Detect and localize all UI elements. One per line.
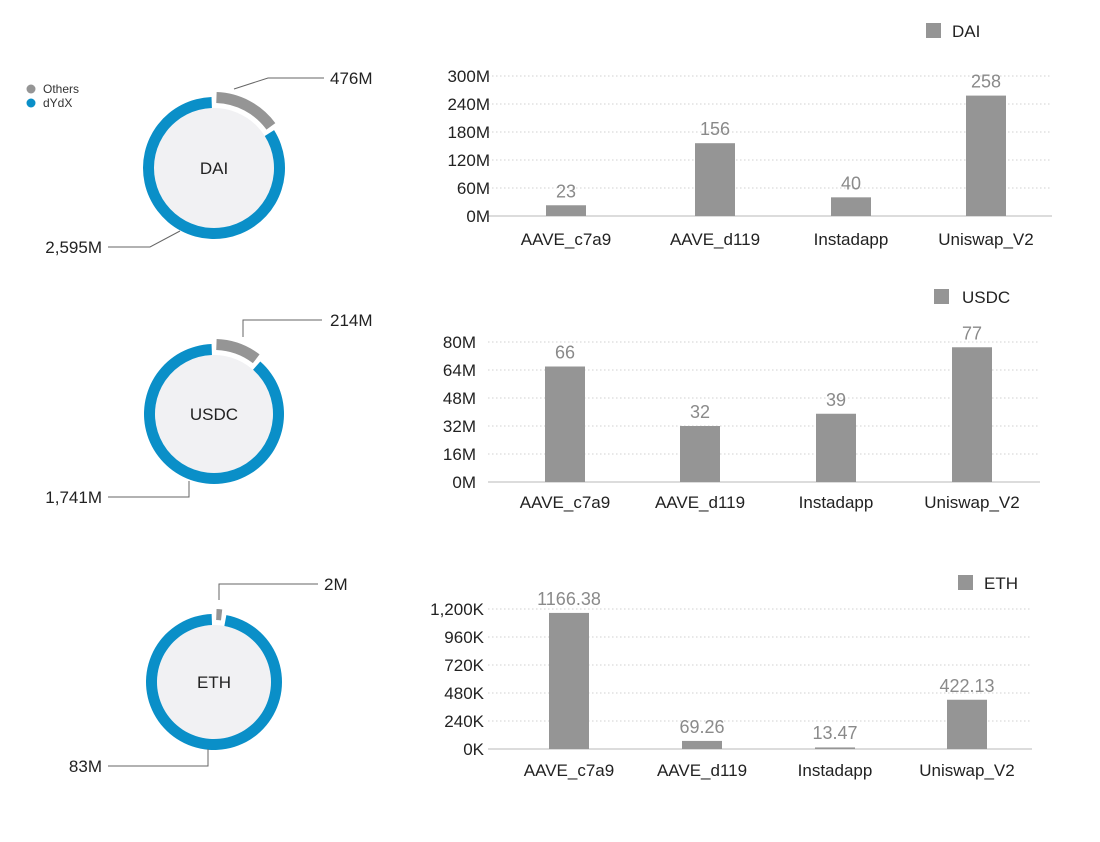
x-tick-label: Instadapp <box>798 761 873 780</box>
bar-value-label: 40 <box>841 173 861 193</box>
bar-value-label: 66 <box>555 343 575 363</box>
y-tick-label: 32M <box>443 417 476 436</box>
bar-value-label: 23 <box>556 181 576 201</box>
x-tick-label: AAVE_c7a9 <box>521 230 611 249</box>
bar-aave_c7a9 <box>545 366 585 482</box>
bar-uniswap_v2 <box>952 347 992 482</box>
x-tick-label: AAVE_d119 <box>655 493 745 512</box>
legend-item-others: Others <box>26 82 79 96</box>
y-tick-label: 1,200K <box>430 600 485 619</box>
bar-value-label: 156 <box>700 119 730 139</box>
bar-aave_c7a9 <box>549 612 589 749</box>
leader-line-others <box>242 319 322 337</box>
bar-instadapp <box>831 197 871 216</box>
y-tick-label: 240K <box>444 712 484 731</box>
y-tick-label: 120M <box>447 151 490 170</box>
donut-chart-dai: DAI 476M 2,595M <box>45 69 372 257</box>
bar-aave_d119 <box>682 740 722 749</box>
bar-value-label: 1166.38 <box>537 589 601 609</box>
bar-instadapp <box>816 413 856 482</box>
leader-line-dydx <box>108 749 209 767</box>
bar-aave_c7a9 <box>546 205 586 216</box>
legend-label-dydx: dYdX <box>43 96 72 110</box>
x-tick-label: AAVE_d119 <box>670 230 760 249</box>
leader-line-dydx <box>108 230 181 248</box>
y-tick-label: 240M <box>447 95 490 114</box>
donut-inner-disk <box>157 625 271 739</box>
y-tick-label: 0M <box>466 207 490 226</box>
bar-legend-label: USDC <box>962 288 1010 307</box>
bar-uniswap_v2 <box>966 95 1006 216</box>
legend-item-dydx: dYdX <box>26 96 72 110</box>
donut-value-label-others: 2M <box>324 575 348 594</box>
legend-marker-dydx <box>26 98 36 108</box>
y-tick-label: 48M <box>443 389 476 408</box>
donut-slice-others <box>216 609 223 621</box>
donut-slice-others <box>216 92 276 130</box>
x-tick-label: Uniswap_V2 <box>924 493 1019 512</box>
donut-legend: Others dYdX <box>26 82 79 110</box>
y-tick-label: 16M <box>443 445 476 464</box>
donut-value-label-others: 476M <box>330 69 373 88</box>
donut-chart-usdc: USDC 214M 1,741M <box>45 311 372 507</box>
donut-center-label: USDC <box>190 405 238 424</box>
y-tick-label: 60M <box>457 179 490 198</box>
bar-chart-dai: 0M 60M 120M 180M 240M 300M 23 AAVE_c7a9 156 AAVE_… <box>447 22 1052 249</box>
y-tick-label: 720K <box>444 656 484 675</box>
x-tick-label: AAVE_c7a9 <box>520 493 610 512</box>
bar-legend-marker <box>926 23 941 38</box>
charts-group: DAI 476M 2,595M 0M 60M 120M 180M 240M 300M 23 AAVE… <box>45 22 1052 780</box>
y-tick-label: 480K <box>444 684 484 703</box>
x-tick-label: AAVE_d119 <box>657 761 747 780</box>
donut-center-label: ETH <box>197 673 231 692</box>
leader-line-dydx <box>108 481 190 498</box>
y-tick-label: 960K <box>444 628 484 647</box>
bar-value-label: 13.47 <box>812 723 857 743</box>
donut-value-label-dydx: 2,595M <box>45 238 102 257</box>
y-tick-label: 300M <box>447 67 490 86</box>
bar-legend-label: ETH <box>984 574 1018 593</box>
legend-label-others: Others <box>43 82 79 96</box>
y-tick-label: 0K <box>463 740 484 759</box>
x-tick-label: Instadapp <box>799 493 874 512</box>
bar-legend-marker <box>934 289 949 304</box>
x-tick-label: AAVE_c7a9 <box>524 761 614 780</box>
y-tick-label: 180M <box>447 123 490 142</box>
donut-chart-eth: ETH 2M 83M <box>69 575 348 776</box>
bar-instadapp <box>815 747 855 749</box>
bar-uniswap_v2 <box>947 699 987 749</box>
bar-value-label: 69.26 <box>679 717 724 737</box>
leader-line-others <box>233 77 324 90</box>
bar-value-label: 422.13 <box>939 676 994 696</box>
bar-value-label: 32 <box>690 402 710 422</box>
leader-line-others <box>218 583 318 600</box>
donut-center-label: DAI <box>200 159 228 178</box>
y-tick-label: 0M <box>452 473 476 492</box>
donut-value-label-others: 214M <box>330 311 373 330</box>
bar-chart-usdc: 0M 16M 32M 48M 64M 80M 66 AAVE_c7a9 32 AAVE_d119 3… <box>443 288 1040 512</box>
donut-inner-disk <box>155 355 273 473</box>
y-tick-label: 64M <box>443 361 476 380</box>
x-tick-label: Uniswap_V2 <box>919 761 1014 780</box>
donut-value-label-dydx: 1,741M <box>45 488 102 507</box>
bar-value-label: 77 <box>962 323 982 343</box>
donut-value-label-dydx: 83M <box>69 757 102 776</box>
donut-inner-disk <box>154 108 274 228</box>
bar-value-label: 39 <box>826 390 846 410</box>
x-tick-label: Instadapp <box>814 230 889 249</box>
bar-aave_d119 <box>695 143 735 216</box>
bar-legend-marker <box>958 575 973 590</box>
bar-aave_d119 <box>680 426 720 482</box>
donut-slice-others <box>216 339 260 364</box>
bar-legend-label: DAI <box>952 22 980 41</box>
bar-chart-eth: 0K 240K 480K 720K 960K 1,200K 1166.38 AAVE_c7a9… <box>430 574 1032 780</box>
y-tick-label: 80M <box>443 333 476 352</box>
bar-value-label: 258 <box>971 72 1001 92</box>
legend-marker-others <box>26 84 36 94</box>
x-tick-label: Uniswap_V2 <box>938 230 1033 249</box>
